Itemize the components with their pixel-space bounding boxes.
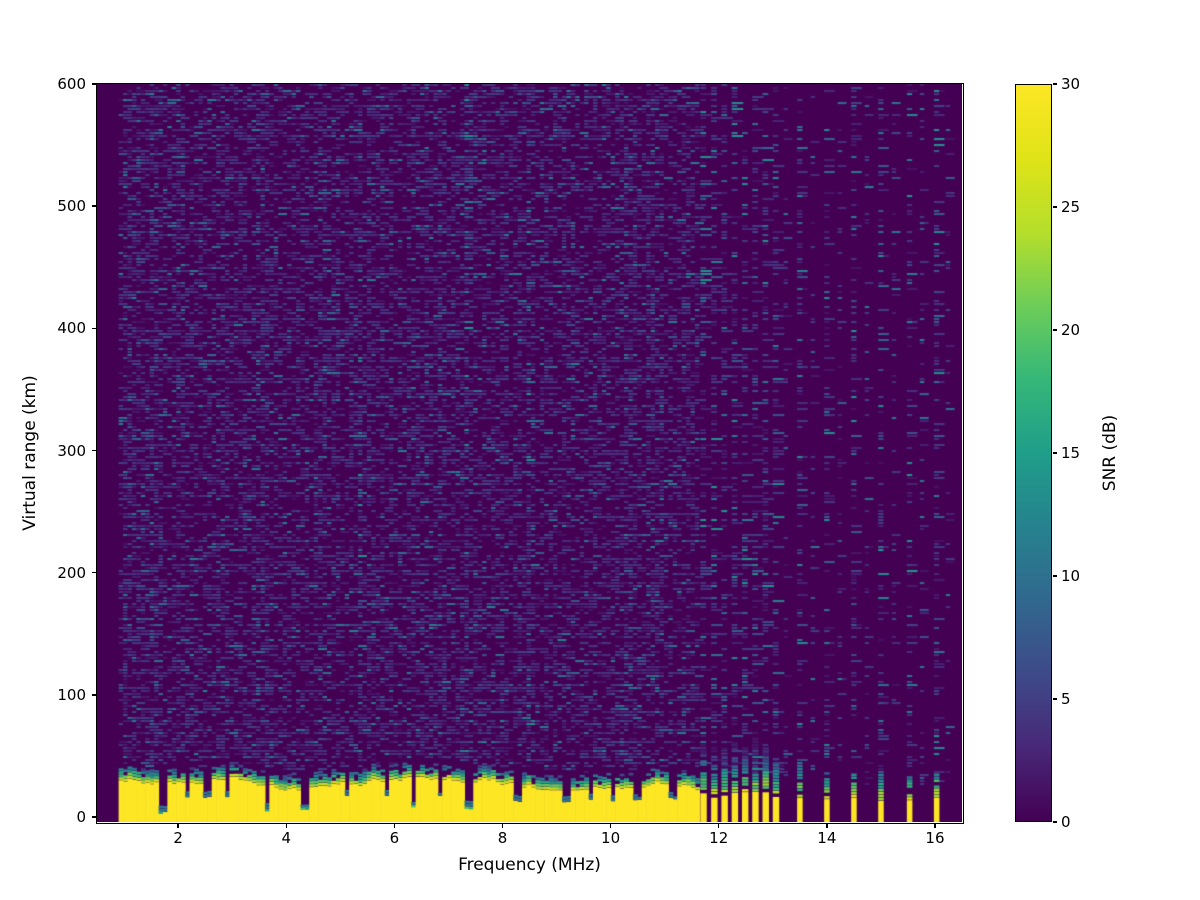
- colorbar-tick-mark: [1052, 329, 1057, 331]
- x-tick-mark: [501, 823, 504, 828]
- x-tick-label: 16: [925, 829, 945, 847]
- y-tick-mark: [91, 449, 96, 452]
- colorbar-tick-label: 5: [1061, 690, 1071, 708]
- y-tick-label: 500: [57, 197, 86, 216]
- y-tick-mark: [91, 205, 96, 207]
- colorbar-tick-mark: [1052, 206, 1057, 208]
- x-tick-label: 2: [173, 829, 183, 847]
- colorbar-tick-label: 20: [1061, 321, 1081, 339]
- colorbar-tick-label: 0: [1061, 813, 1071, 831]
- colorbar-tick-label: 10: [1061, 567, 1081, 585]
- colorbar-tick-label: 25: [1061, 198, 1081, 216]
- x-tick-mark: [285, 823, 287, 828]
- y-tick-mark: [91, 816, 96, 818]
- colorbar-tick-label: 30: [1061, 75, 1081, 93]
- x-tick-label: 10: [601, 829, 621, 847]
- y-tick-mark: [91, 572, 96, 574]
- y-tick-label: 400: [57, 319, 86, 338]
- colorbar-tick-mark: [1052, 698, 1057, 700]
- colorbar-gradient: [1015, 84, 1052, 822]
- x-tick-label: 4: [281, 829, 291, 847]
- x-tick-mark: [609, 823, 612, 828]
- x-tick-mark: [177, 823, 179, 828]
- x-tick-mark: [934, 823, 936, 828]
- colorbar-tick-label: 15: [1061, 444, 1081, 462]
- colorbar-tick-mark: [1052, 452, 1057, 454]
- snr-heatmap-canvas: [97, 84, 962, 822]
- y-tick-mark: [91, 694, 96, 696]
- colorbar-label: SNR (dB): [1100, 414, 1120, 492]
- x-tick-label: 6: [389, 829, 400, 847]
- y-tick-label: 600: [57, 75, 86, 93]
- y-tick-label: 300: [57, 441, 86, 460]
- y-axis-label: Virtual range (km): [20, 375, 40, 531]
- y-tick-mark: [91, 83, 96, 85]
- x-tick-mark: [393, 823, 396, 828]
- y-tick-mark: [91, 327, 96, 330]
- colorbar-tick-mark: [1052, 83, 1057, 85]
- colorbar-tick-mark: [1052, 821, 1057, 823]
- colorbar-tick-mark: [1052, 575, 1057, 577]
- x-tick-mark: [826, 823, 828, 828]
- x-tick-label: 14: [817, 829, 837, 847]
- y-tick-label: 0: [76, 808, 86, 827]
- x-tick-mark: [718, 823, 720, 828]
- x-tick-label: 8: [497, 829, 508, 847]
- x-tick-label: 12: [709, 829, 729, 847]
- y-tick-label: 200: [57, 563, 86, 582]
- x-axis-label: Frequency (MHz): [458, 855, 601, 875]
- y-tick-label: 100: [57, 685, 86, 704]
